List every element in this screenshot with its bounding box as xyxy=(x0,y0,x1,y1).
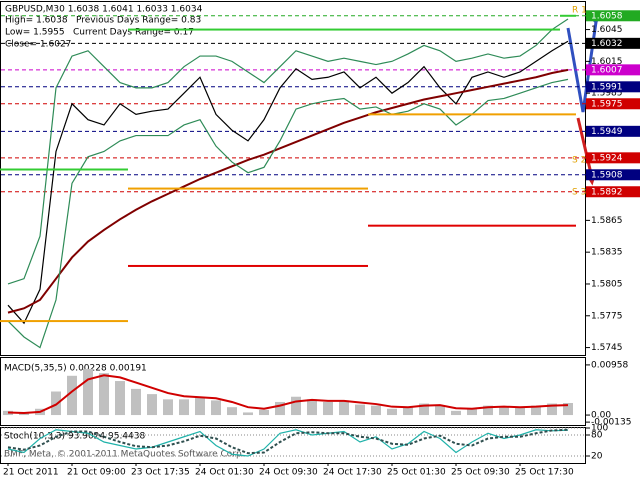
histogram-bar xyxy=(195,396,205,416)
info-text: High= 1.6038 xyxy=(5,16,68,26)
y-tick-label: 1.5775 xyxy=(591,311,623,321)
price-tag xyxy=(586,169,640,181)
price-tag-label: 1.5991 xyxy=(591,82,623,92)
y-tick-label: 1.6045 xyxy=(591,25,623,35)
y-tick-label: 1.5985 xyxy=(591,89,623,99)
info-text: Current Days Range= 0.17 xyxy=(73,28,194,38)
histogram-bar xyxy=(531,405,541,416)
y-tick-label: -0.00135 xyxy=(591,418,631,428)
price-tag xyxy=(586,98,640,110)
y-tick-label: 20 xyxy=(591,452,603,462)
histogram-bar xyxy=(387,408,397,416)
histogram-bar xyxy=(483,405,493,416)
series-line xyxy=(7,428,569,455)
info-text: Previous Days Range= 0.83 xyxy=(76,16,201,26)
histogram-bar xyxy=(211,400,221,416)
histogram-bar xyxy=(355,404,365,416)
histogram-bar xyxy=(67,375,77,416)
x-tick-label: 25 Oct 17:30 xyxy=(515,468,574,478)
histogram-bar xyxy=(243,412,253,416)
histogram-bar xyxy=(547,403,557,416)
histogram-bar xyxy=(291,396,301,416)
annotation: S 3 xyxy=(572,188,586,198)
price-tag xyxy=(586,37,640,49)
series-line xyxy=(7,429,569,457)
histogram-bar xyxy=(99,373,109,416)
info-text: Close= 1.6027 xyxy=(5,40,71,50)
forecast-arrow xyxy=(576,117,594,179)
x-tick-label: 24 Oct 09:30 xyxy=(259,468,318,478)
series-line xyxy=(7,78,569,349)
histogram-bar xyxy=(131,388,141,416)
main-panel xyxy=(0,1,586,356)
y-tick-label: 1.5835 xyxy=(591,248,623,258)
histogram-bar xyxy=(179,399,189,416)
info-text: Low= 1.5955 xyxy=(5,28,65,38)
price-tag-label: 1.5892 xyxy=(591,187,623,197)
annotation: S 2 xyxy=(572,156,586,166)
histogram-bar xyxy=(307,399,317,416)
y-tick-label: 1.5745 xyxy=(591,343,623,353)
price-tag-label: 1.6032 xyxy=(591,39,623,49)
histogram-bar xyxy=(451,410,461,416)
histogram-bar xyxy=(259,409,269,416)
histogram-bar xyxy=(403,407,413,416)
price-tag-label: 1.5975 xyxy=(591,99,623,109)
price-tag-label: 1.5949 xyxy=(591,127,623,137)
x-tick-label: 24 Oct 17:30 xyxy=(323,468,382,478)
histogram-bar xyxy=(115,381,125,416)
price-tag xyxy=(586,81,640,93)
y-tick-label: 1.5865 xyxy=(591,216,623,226)
price-tag-label: 1.5924 xyxy=(591,153,623,163)
price-tag xyxy=(586,152,640,164)
histogram-bar xyxy=(51,391,61,416)
price-tag xyxy=(586,125,640,137)
chart-title: GBPUSD,M30 1.6038 1.6041 1.6033 1.6034 xyxy=(5,5,203,15)
histogram-bar xyxy=(563,403,573,416)
histogram-bar xyxy=(515,407,525,416)
x-tick-label: 24 Oct 01:30 xyxy=(195,468,254,478)
series-line xyxy=(7,40,569,325)
histogram-bar xyxy=(419,403,429,416)
histogram-bar xyxy=(339,400,349,416)
x-tick-label: 25 Oct 09:30 xyxy=(451,468,510,478)
series-line xyxy=(7,18,569,285)
histogram-bar xyxy=(499,407,509,416)
histogram-bar xyxy=(83,368,93,416)
x-tick-label: 25 Oct 01:30 xyxy=(387,468,446,478)
price-tag-label: 1.5908 xyxy=(591,170,623,180)
price-tag xyxy=(586,186,640,198)
x-tick-label: 21 Oct 2011 xyxy=(3,468,59,478)
chart-title: MACD(5,35,5) 0.00228 0.00191 xyxy=(4,364,147,374)
histogram-bar xyxy=(435,405,445,416)
annotation: R 1 xyxy=(572,6,587,16)
y-tick-label: 100 xyxy=(591,424,608,434)
x-tick-label: 23 Oct 17:35 xyxy=(131,468,190,478)
forecast-arrow xyxy=(566,21,598,113)
y-tick-label: 1.5805 xyxy=(591,279,623,289)
chart-title: Stoch(10,3,3) 93.9024 95.4438 xyxy=(4,432,145,442)
y-tick-label: 0.00 xyxy=(591,411,611,421)
price-tag xyxy=(586,10,640,22)
price-tag-label: 1.6007 xyxy=(591,65,623,75)
histogram-bar xyxy=(323,401,333,416)
histogram-bar xyxy=(371,405,381,416)
histogram-bar xyxy=(147,394,157,416)
series-line xyxy=(7,374,569,414)
price-tag-label: 1.6058 xyxy=(591,11,623,21)
price-tag xyxy=(586,64,640,76)
histogram-bar xyxy=(467,408,477,416)
macd-panel xyxy=(0,357,586,426)
histogram-bar xyxy=(275,401,285,416)
histogram-bar xyxy=(163,399,173,416)
x-tick-label: 21 Oct 09:00 xyxy=(67,468,126,478)
y-tick-label: 0.00958 xyxy=(591,360,628,370)
histogram-bar xyxy=(227,407,237,416)
y-tick-label: 80 xyxy=(591,431,603,441)
copyright: BMF, Meta, © 2001-2011 MetaQuotes Softwa… xyxy=(4,450,245,460)
y-tick-label: 1.6015 xyxy=(591,57,623,67)
series-line xyxy=(7,68,569,314)
